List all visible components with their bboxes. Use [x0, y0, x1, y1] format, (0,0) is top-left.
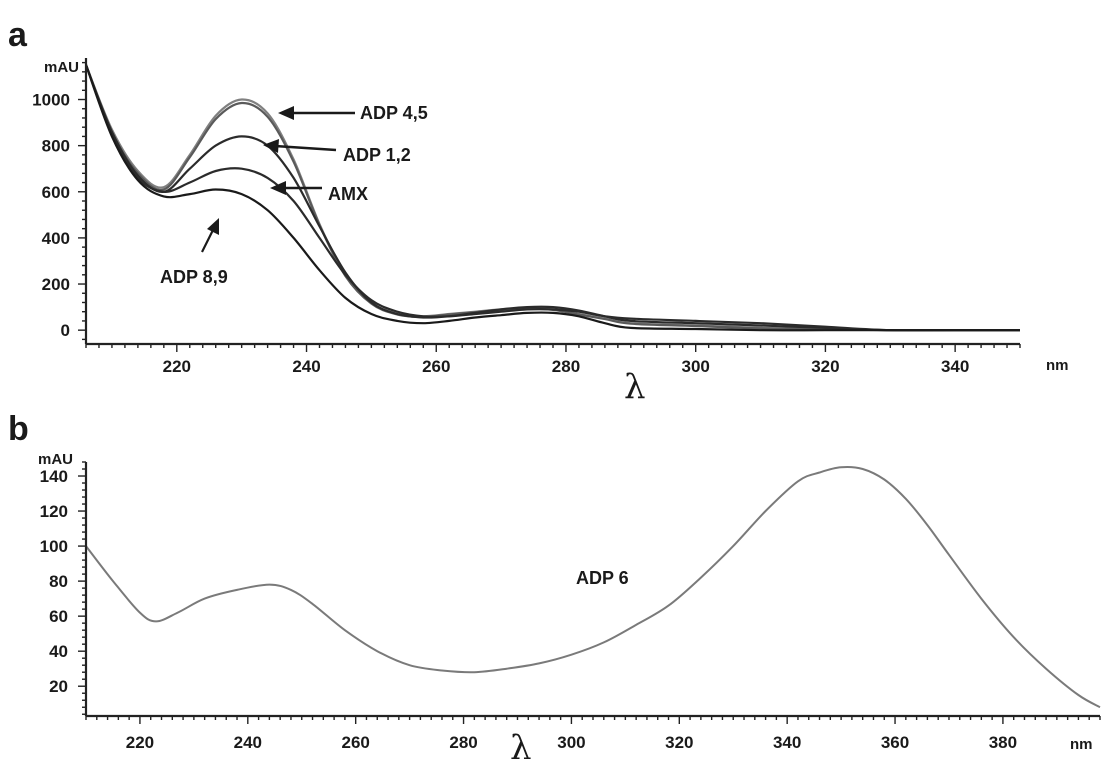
- panel-b-x-tick-label: 340: [773, 733, 801, 752]
- panel-b-y-tick-label: 120: [40, 502, 68, 521]
- panel-a-series-line-adp-8-9-4: [84, 64, 1020, 332]
- panel-a-lambda-symbol: λ: [624, 367, 646, 407]
- panel-b-y-unit: mAU: [38, 451, 73, 468]
- panel-a-letter: a: [8, 16, 28, 54]
- panel-a-y-tick-label: 1000: [32, 91, 70, 110]
- panel-b-uv-spectrum: b mAU 220 240 260 280 300 320 340 360 380 20 40 60 8…: [8, 410, 1101, 759]
- panel-b-y-tick-label: 80: [49, 572, 68, 591]
- panel-a-x-tick-label: 280: [552, 357, 580, 376]
- annotation-adp89: ADP 8,9: [160, 218, 228, 287]
- annotation-adp12: ADP 1,2: [263, 139, 411, 165]
- panel-b-series-line-adp-6-0: [85, 466, 1101, 709]
- panel-a-y-tick-label: 400: [42, 229, 70, 248]
- panel-b-y-tick-label: 100: [40, 537, 68, 556]
- panel-a-y-tick-label: 0: [61, 321, 70, 340]
- panel-a-y-tick-label: 600: [42, 183, 70, 202]
- panel-b-y-tick-label: 20: [49, 677, 68, 696]
- annotation-amx: AMX: [270, 181, 368, 204]
- arrow-head-icon: [263, 139, 279, 153]
- annotation-adp45: ADP 4,5: [278, 103, 428, 123]
- panel-a-x-tick-label: 240: [292, 357, 320, 376]
- arrow-head-icon: [278, 106, 294, 120]
- panel-a-series-line-amx-3: [84, 64, 1020, 332]
- annotation-label-adp12: ADP 1,2: [343, 145, 411, 165]
- panel-b-x-tick-label: 280: [449, 733, 477, 752]
- annotation-label-adp6: ADP 6: [576, 568, 629, 588]
- panel-a-x-unit: nm: [1046, 357, 1069, 374]
- annotation-label-amx: AMX: [328, 184, 368, 204]
- panel-b-axes: [84, 462, 1100, 718]
- panel-b-y-tick-label: 60: [49, 607, 68, 626]
- annotation-label-adp89: ADP 8,9: [160, 267, 228, 287]
- panel-b-ticks: 220 240 260 280 300 320 340 360 380 20 40 60 80 100 12…: [40, 461, 1101, 752]
- annotation-arrow-adp12: [274, 144, 337, 152]
- panel-a-series-line-adp-4-5-1: [84, 64, 1020, 332]
- panel-a-x-tick-label: 220: [163, 357, 191, 376]
- panel-b-x-tick-label: 360: [881, 733, 909, 752]
- arrow-head-icon: [207, 218, 219, 235]
- panel-a-axes: [84, 58, 1020, 346]
- panel-a-series-line-adp-4-5-0: [84, 64, 1020, 332]
- panel-a-y-unit: mAU: [44, 59, 79, 76]
- annotation-label-adp45: ADP 4,5: [360, 103, 428, 123]
- panel-b-x-unit: nm: [1070, 736, 1093, 753]
- panel-a-series-lines: [84, 64, 1020, 332]
- panel-a-x-tick-label: 260: [422, 357, 450, 376]
- panel-b-x-tick-label: 320: [665, 733, 693, 752]
- panel-b-x-tick-label: 220: [126, 733, 154, 752]
- panel-b-x-tick-label: 300: [557, 733, 585, 752]
- panel-b-x-tick-label: 240: [234, 733, 262, 752]
- panel-a-x-tick-label: 320: [811, 357, 839, 376]
- panel-a-y-tick-label: 800: [42, 137, 70, 156]
- panel-a-series-line-adp-1-2-2: [84, 64, 1020, 332]
- panel-a-y-tick-label: 200: [42, 275, 70, 294]
- panel-b-x-tick-label: 380: [989, 733, 1017, 752]
- panel-a-ticks: 220 240 260 280 300 320 340 0 200 400 600 800 1000: [32, 61, 1021, 376]
- panel-b-x-tick-label: 260: [341, 733, 369, 752]
- arrow-head-icon: [270, 181, 286, 195]
- annotation-arrow-adp89: [201, 227, 215, 253]
- panel-a-x-tick-label: 340: [941, 357, 969, 376]
- panel-b-letter: b: [8, 410, 29, 448]
- panel-b-y-tick-label: 40: [49, 642, 68, 661]
- panel-b-series-lines: [85, 466, 1101, 709]
- panel-b-y-tick-label: 140: [40, 467, 68, 486]
- panel-a-uv-spectra: a mAU 220 240 260 280 300 320 340 0 200 400 600 800…: [8, 16, 1069, 407]
- panel-b-lambda-symbol: λ: [510, 728, 532, 759]
- panel-a-x-tick-label: 300: [682, 357, 710, 376]
